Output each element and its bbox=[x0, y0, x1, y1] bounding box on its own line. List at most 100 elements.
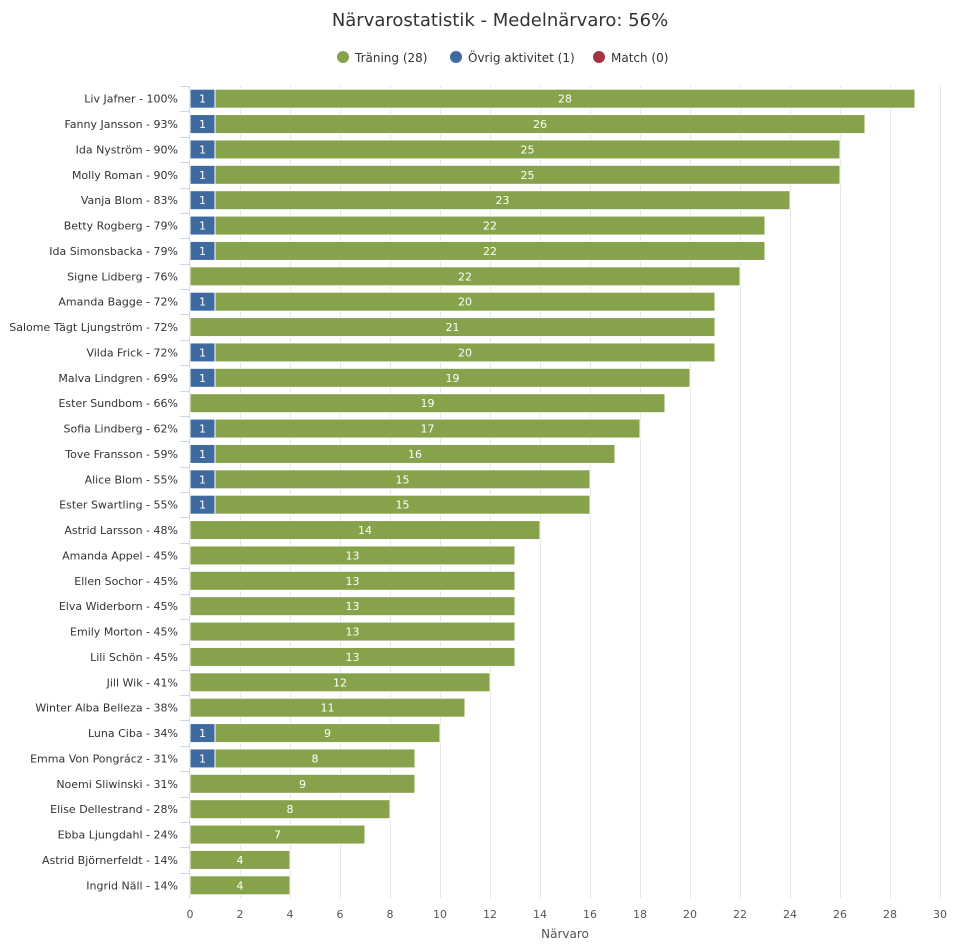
y-category-label: Sofia Lindberg - 62% bbox=[64, 423, 179, 436]
legend-label-match: Match (0) bbox=[611, 51, 668, 65]
bar-training bbox=[189, 621, 516, 642]
x-tick-label: 26 bbox=[833, 908, 847, 921]
chart-title: Närvarostatistik - Medelnärvaro: 56% bbox=[332, 10, 668, 31]
bar-training bbox=[214, 723, 441, 744]
data-label-training: 12 bbox=[333, 676, 347, 689]
data-label-training: 28 bbox=[558, 93, 572, 106]
data-label-training: 20 bbox=[458, 346, 472, 359]
data-label-training: 19 bbox=[421, 397, 435, 410]
y-category-label: Amanda Bagge - 72% bbox=[58, 296, 178, 309]
y-category-label: Alice Blom - 55% bbox=[85, 473, 178, 486]
bar-training bbox=[189, 596, 516, 617]
legend-label-other-activity: Övrig aktivitet (1) bbox=[468, 49, 575, 65]
x-tick-label: 8 bbox=[387, 908, 394, 921]
data-label-training: 7 bbox=[274, 829, 281, 842]
bar-training bbox=[214, 418, 641, 439]
data-label-training: 13 bbox=[346, 651, 360, 664]
y-category-label: Ingrid Näll - 14% bbox=[86, 879, 178, 892]
y-category-label: Emma Von Pongrácz - 31% bbox=[30, 752, 178, 765]
bar-training bbox=[214, 164, 841, 185]
data-label-other-activity: 1 bbox=[199, 473, 206, 486]
bar-training bbox=[189, 697, 466, 718]
data-label-training: 17 bbox=[421, 423, 435, 436]
data-label-training: 20 bbox=[458, 296, 472, 309]
data-label-other-activity: 1 bbox=[199, 448, 206, 461]
bar-training bbox=[214, 469, 591, 490]
data-label-other-activity: 1 bbox=[199, 372, 206, 385]
y-category-label: Astrid Larsson - 48% bbox=[64, 524, 178, 537]
y-category-label: Betty Rogberg - 79% bbox=[64, 220, 178, 233]
x-tick-label: 22 bbox=[733, 908, 747, 921]
data-label-training: 13 bbox=[346, 575, 360, 588]
bar-training bbox=[189, 799, 391, 820]
x-tick-label: 10 bbox=[433, 908, 447, 921]
data-label-training: 11 bbox=[321, 702, 335, 715]
data-label-other-activity: 1 bbox=[199, 118, 206, 131]
y-category-label: Tove Fransson - 59% bbox=[64, 448, 178, 461]
bar-training bbox=[214, 748, 416, 769]
data-label-training: 25 bbox=[521, 143, 535, 156]
data-label-other-activity: 1 bbox=[199, 93, 206, 106]
y-category-label: Ebba Ljungdahl - 24% bbox=[58, 829, 178, 842]
x-tick-label: 6 bbox=[337, 908, 344, 921]
legend-item-training[interactable]: Träning (28) bbox=[337, 51, 427, 65]
y-category-label: Jill Wik - 41% bbox=[106, 676, 178, 689]
y-category-label: Molly Roman - 90% bbox=[72, 169, 178, 182]
data-label-training: 21 bbox=[446, 321, 460, 334]
legend-label-training: Träning (28) bbox=[354, 51, 427, 65]
y-category-label: Vanja Blom - 83% bbox=[81, 194, 178, 207]
x-tick-label: 18 bbox=[633, 908, 647, 921]
bar-training bbox=[214, 342, 716, 363]
data-label-training: 4 bbox=[237, 879, 244, 892]
legend: Träning (28) Övrig aktivitet (1) Match (… bbox=[337, 49, 668, 65]
data-label-other-activity: 1 bbox=[199, 245, 206, 258]
data-label-training: 15 bbox=[396, 499, 410, 512]
legend-marker-match bbox=[593, 51, 605, 63]
y-category-label: Vilda Frick - 72% bbox=[86, 346, 178, 359]
y-category-label: Noemi Sliwinski - 31% bbox=[56, 778, 178, 791]
x-tick-label: 24 bbox=[783, 908, 797, 921]
data-label-training: 15 bbox=[396, 473, 410, 486]
bar-training bbox=[189, 672, 491, 693]
y-category-label: Winter Alba Belleza - 38% bbox=[35, 702, 178, 715]
bar-training bbox=[214, 443, 616, 464]
bar-training bbox=[189, 646, 516, 667]
data-label-other-activity: 1 bbox=[199, 752, 206, 765]
bar-training bbox=[214, 114, 866, 135]
data-label-training: 13 bbox=[346, 600, 360, 613]
y-category-label: Ester Sundbom - 66% bbox=[58, 397, 178, 410]
x-tick-label: 2 bbox=[237, 908, 244, 921]
y-category-label: Ester Swartling - 55% bbox=[59, 499, 178, 512]
y-category-label: Fanny Jansson - 93% bbox=[64, 118, 178, 131]
data-label-training: 19 bbox=[446, 372, 460, 385]
y-category-label: Elva Widerborn - 45% bbox=[59, 600, 178, 613]
x-tick-label: 12 bbox=[483, 908, 497, 921]
legend-marker-training bbox=[337, 51, 349, 63]
x-tick-label: 16 bbox=[583, 908, 597, 921]
bar-training bbox=[189, 520, 541, 541]
y-category-label: Malva Lindgren - 69% bbox=[58, 372, 178, 385]
y-category-label: Amanda Appel - 45% bbox=[62, 549, 178, 562]
legend-marker-other-activity bbox=[450, 51, 462, 63]
bar-training bbox=[214, 494, 591, 515]
data-label-training: 14 bbox=[358, 524, 372, 537]
data-label-training: 22 bbox=[483, 245, 497, 258]
x-axis-title: Närvaro bbox=[541, 927, 589, 941]
legend-item-match[interactable]: Match (0) bbox=[593, 51, 668, 65]
data-label-training: 13 bbox=[346, 626, 360, 639]
data-label-training: 9 bbox=[299, 778, 306, 791]
bar-training bbox=[189, 824, 366, 845]
x-tick-label: 14 bbox=[533, 908, 547, 921]
x-axis-ticks: 0 2 4 6 8 10 12 14 16 18 20 22 24 26 28 30 bbox=[187, 908, 948, 921]
y-category-label: Salome Tägt Ljungström - 72% bbox=[9, 321, 178, 334]
bar-training bbox=[189, 266, 741, 287]
legend-item-other-activity[interactable]: Övrig aktivitet (1) bbox=[450, 49, 575, 65]
data-label-other-activity: 1 bbox=[199, 194, 206, 207]
data-label-other-activity: 1 bbox=[199, 169, 206, 182]
data-label-training: 16 bbox=[408, 448, 422, 461]
y-category-label: Emily Morton - 45% bbox=[70, 626, 178, 639]
data-label-other-activity: 1 bbox=[199, 423, 206, 436]
y-category-label: Elise Dellestrand - 28% bbox=[50, 803, 178, 816]
